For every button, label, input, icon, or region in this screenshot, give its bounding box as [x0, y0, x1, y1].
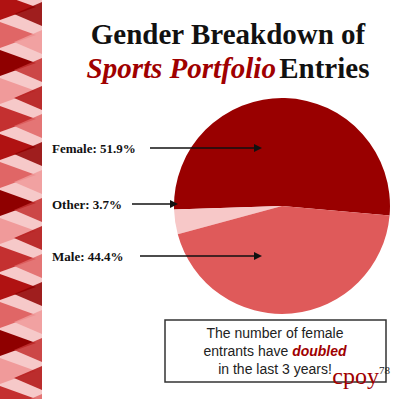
svg-text:Female: 51.9%: Female: 51.9% [52, 141, 136, 156]
svg-text:Other: 3.7%: Other: 3.7% [52, 197, 122, 212]
svg-text:doubled: doubled [292, 343, 347, 359]
svg-text:in the last 3 years!: in the last 3 years! [218, 361, 332, 377]
svg-text:Entries: Entries [279, 52, 369, 84]
svg-text:The number of female: The number of female [207, 325, 344, 341]
svg-text:Male: 44.4%: Male: 44.4% [52, 249, 123, 264]
svg-text:78: 78 [379, 364, 391, 376]
svg-text:entrants have: entrants have [203, 343, 292, 359]
svg-text:cpoy: cpoy [332, 363, 379, 389]
svg-text:Gender Breakdown of: Gender Breakdown of [91, 18, 366, 50]
svg-text:Sports Portfolio: Sports Portfolio [87, 52, 276, 84]
